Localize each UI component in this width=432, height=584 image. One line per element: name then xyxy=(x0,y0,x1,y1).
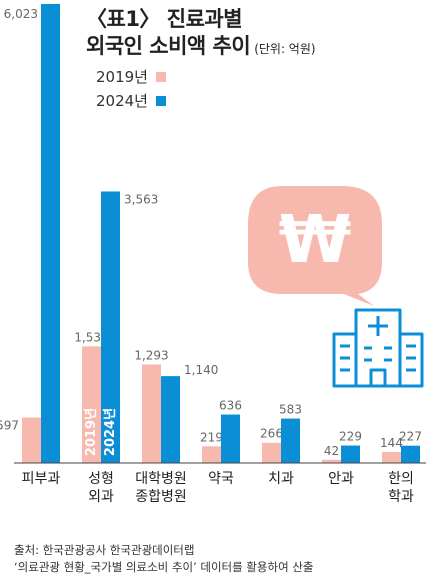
category-label-6: 한의 학과 xyxy=(388,471,414,505)
legend-swatch-2024 xyxy=(155,95,166,106)
bar-2024-1 xyxy=(101,191,120,463)
category-label-1: 성형 외과 xyxy=(88,471,114,505)
bar-2019-2 xyxy=(142,364,161,463)
category-label-4: 치과 xyxy=(268,471,294,487)
legend-label-2019: 2019년 xyxy=(96,68,148,86)
source-line-2: ‘의료관광 현황_국가별 의료소비 추이’ 데이터를 활용하여 산출 xyxy=(14,560,314,574)
bar-chart: ₩ 597 6,023 1,530 3,563 1,293 1,140 219 636 266 5… xyxy=(0,4,426,505)
bar-2019-3 xyxy=(202,446,221,463)
category-label-2: 대학병원 종합병원 xyxy=(135,471,187,505)
bar-2019-5 xyxy=(322,459,341,463)
bar-2024-4 xyxy=(281,418,300,463)
unit-label: (단위: 억원) xyxy=(254,42,316,56)
title-line-2: 외국인 소비액 추이 (단위: 억원) xyxy=(86,34,316,58)
value-label-2019-1: 1,530 xyxy=(74,330,108,344)
source-note: 출처: 한국관광공사 한국관광데이터랩 ‘의료관광 현황_국가별 의료소비 추이… xyxy=(14,542,314,576)
value-label-2019-5: 42 xyxy=(324,444,339,458)
value-label-2019-6: 144 xyxy=(380,436,403,450)
bar-2024-5 xyxy=(341,445,360,463)
value-label-2024-6: 227 xyxy=(399,430,422,444)
title-line-1: 〈표1〉 진료과별 xyxy=(86,7,243,31)
bar-2019-4 xyxy=(262,442,281,463)
won-speech-bubble-icon: ₩ xyxy=(248,186,382,306)
legend-swatch-2019 xyxy=(155,71,166,82)
bar-2019-1 xyxy=(82,346,101,463)
bar-2019-6 xyxy=(382,452,401,463)
value-label-2019-4: 266 xyxy=(260,427,283,441)
svg-text:₩: ₩ xyxy=(279,201,352,278)
hospital-building-icon xyxy=(332,308,424,388)
value-label-2019-2: 1,293 xyxy=(134,348,168,362)
inbar-year-label-0: 2019년 xyxy=(84,408,99,456)
bar-2024-0 xyxy=(41,4,60,463)
legend-label-2024: 2024년 xyxy=(96,92,148,110)
bar-2019-0 xyxy=(22,417,41,463)
bar-2024-2 xyxy=(161,376,180,463)
category-label-3: 약국 xyxy=(208,471,234,487)
value-label-2024-1: 3,563 xyxy=(124,192,158,206)
inbar-year-label-1: 2024년 xyxy=(103,408,118,456)
legend-item-2024: 2024년 xyxy=(96,90,166,111)
legend-item-2019: 2019년 xyxy=(96,66,166,87)
value-label-2024-5: 229 xyxy=(339,430,362,444)
value-label-2024-4: 583 xyxy=(279,403,302,417)
value-label-2019-0: 597 xyxy=(0,419,19,433)
category-label-0: 피부과 xyxy=(22,471,61,487)
value-label-2024-2: 1,140 xyxy=(184,363,218,377)
source-line-1: 출처: 한국관광공사 한국관광데이터랩 xyxy=(14,543,195,557)
bar-2024-6 xyxy=(401,445,420,463)
value-label-2024-3: 636 xyxy=(219,399,242,413)
chart-title: 〈표1〉 진료과별 외국인 소비액 추이 (단위: 억원) xyxy=(86,6,316,63)
value-label-2019-3: 219 xyxy=(200,430,223,444)
value-label-2024-0: 6,023 xyxy=(4,7,38,21)
bar-2024-3 xyxy=(221,414,240,463)
category-label-5: 안과 xyxy=(328,471,354,487)
